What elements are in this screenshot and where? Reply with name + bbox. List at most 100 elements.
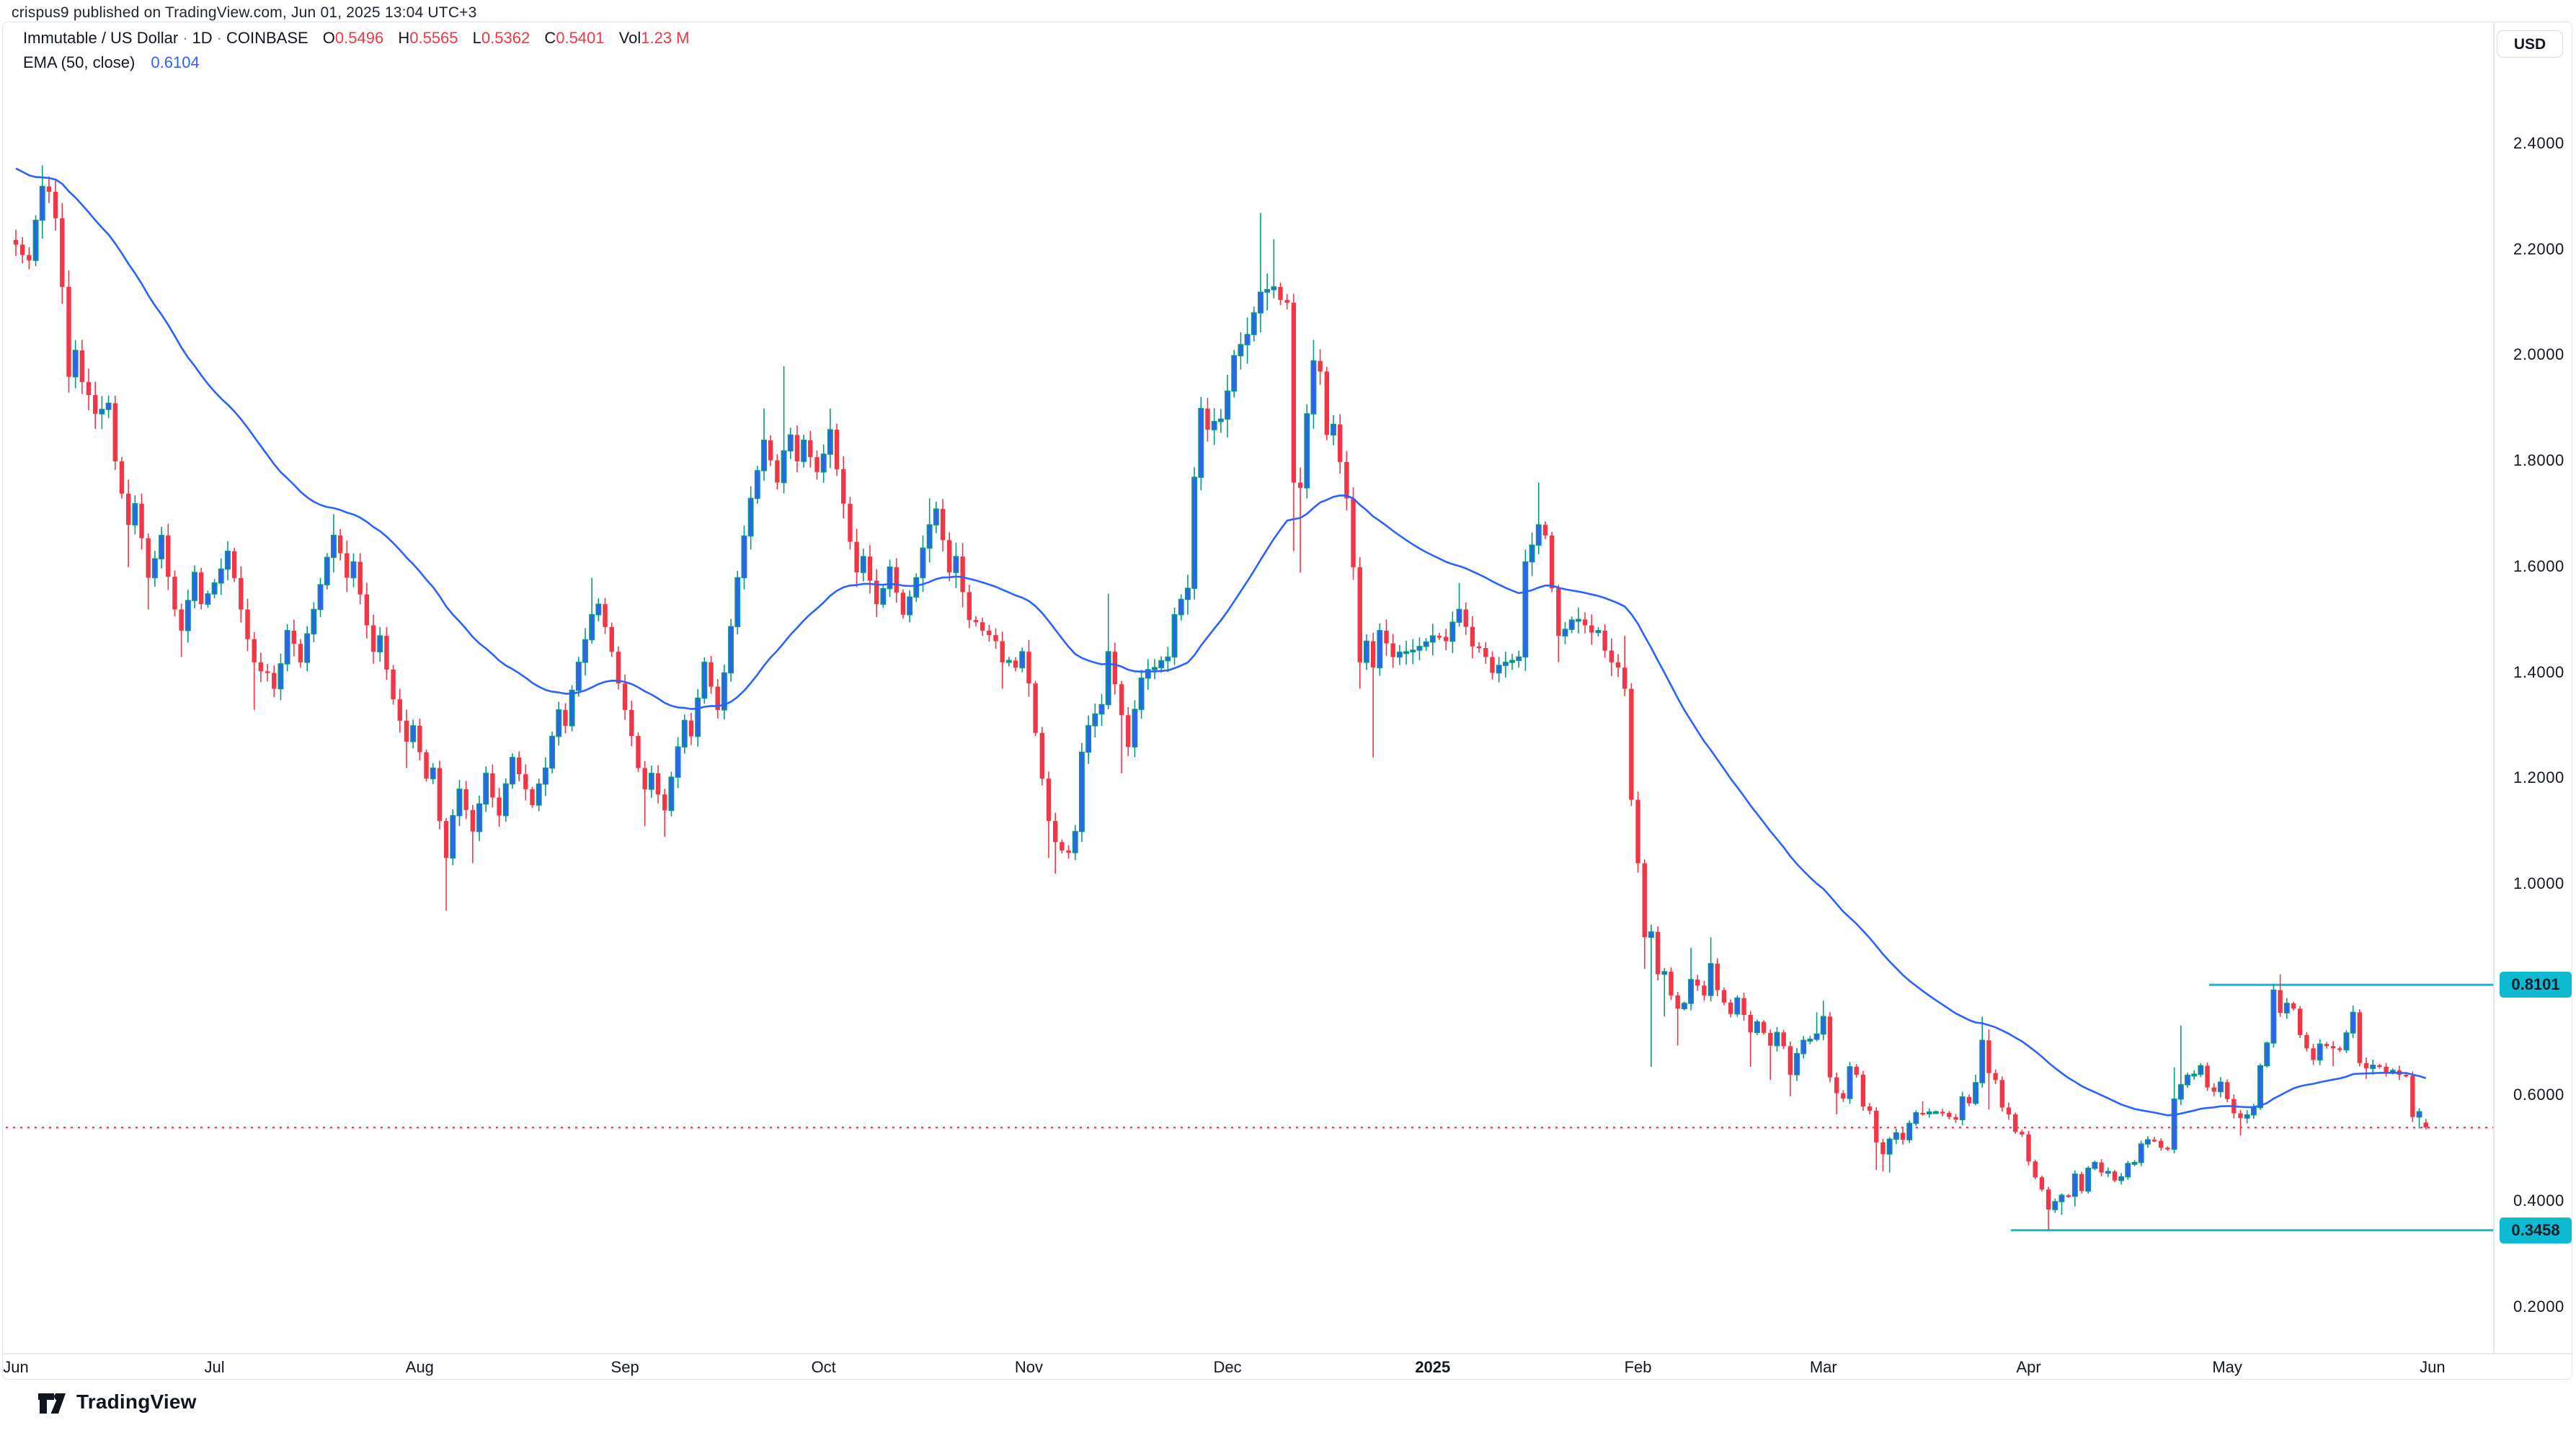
candle[interactable] — [715, 686, 720, 710]
candle[interactable] — [1105, 651, 1111, 706]
candle[interactable] — [1900, 1132, 1906, 1140]
candle[interactable] — [1953, 1117, 1958, 1120]
tradingview-logo[interactable]: TradingView — [37, 1390, 197, 1414]
candle[interactable] — [384, 636, 389, 670]
candle[interactable] — [1278, 287, 1283, 301]
candle[interactable] — [377, 635, 383, 652]
candle[interactable] — [265, 671, 270, 673]
candle[interactable] — [609, 626, 614, 652]
candle[interactable] — [1655, 931, 1661, 975]
candle[interactable] — [93, 395, 98, 414]
candle[interactable] — [1522, 561, 1529, 658]
candle[interactable] — [900, 593, 906, 615]
candle[interactable] — [370, 625, 376, 652]
candle[interactable] — [1384, 630, 1389, 644]
candle[interactable] — [688, 720, 694, 737]
candle[interactable] — [1807, 1039, 1813, 1042]
candle[interactable] — [662, 794, 667, 811]
candle[interactable] — [298, 644, 303, 662]
indicator-name[interactable]: EMA (50, close) — [23, 53, 136, 71]
candle[interactable] — [317, 584, 324, 611]
candle[interactable] — [172, 577, 177, 610]
candle[interactable] — [218, 568, 224, 584]
candle[interactable] — [1959, 1096, 1966, 1121]
candle[interactable] — [345, 553, 350, 578]
candle[interactable] — [1112, 652, 1118, 685]
candle[interactable] — [1271, 286, 1277, 290]
candle[interactable] — [46, 186, 52, 192]
candle[interactable] — [404, 720, 409, 742]
candle[interactable] — [775, 460, 780, 483]
candle[interactable] — [1813, 1033, 1820, 1040]
candle[interactable] — [1231, 355, 1238, 392]
candle[interactable] — [940, 509, 946, 541]
candle[interactable] — [1629, 688, 1634, 800]
candle[interactable] — [437, 768, 443, 821]
candle[interactable] — [1562, 629, 1568, 636]
candle[interactable] — [1688, 979, 1695, 1004]
candle[interactable] — [530, 789, 535, 805]
candle[interactable] — [470, 809, 476, 832]
candle[interactable] — [636, 736, 641, 768]
candle[interactable] — [655, 773, 661, 795]
candle[interactable] — [887, 567, 893, 590]
candle[interactable] — [2410, 1075, 2415, 1117]
candle[interactable] — [2363, 1062, 2369, 1069]
candle[interactable] — [1026, 652, 1031, 684]
candle[interactable] — [99, 409, 105, 414]
candle[interactable] — [2244, 1114, 2250, 1119]
symbol-legend[interactable]: Immutable / US Dollar · 1D · COINBASE O0.549… — [23, 29, 690, 48]
candle[interactable] — [337, 535, 343, 554]
candle[interactable] — [980, 622, 985, 631]
candle[interactable] — [820, 453, 827, 473]
candle[interactable] — [1423, 641, 1429, 647]
candle[interactable] — [1284, 300, 1289, 303]
candle[interactable] — [2185, 1074, 2190, 1086]
candle[interactable] — [2052, 1201, 2058, 1210]
candle[interactable] — [1429, 635, 1436, 643]
candle[interactable] — [1913, 1112, 1919, 1124]
candle[interactable] — [1880, 1142, 1886, 1154]
candle[interactable] — [2330, 1046, 2336, 1049]
candle[interactable] — [1225, 390, 1230, 420]
candle[interactable] — [701, 662, 708, 699]
candle[interactable] — [920, 547, 926, 579]
candle[interactable] — [834, 430, 840, 469]
candle[interactable] — [1906, 1122, 1913, 1140]
candle[interactable] — [1648, 931, 1654, 939]
candle[interactable] — [2357, 1012, 2363, 1063]
candle[interactable] — [2264, 1042, 2270, 1067]
candle[interactable] — [1635, 799, 1640, 864]
candle[interactable] — [1854, 1066, 1859, 1075]
month-tick-label[interactable]: Sep — [610, 1358, 639, 1376]
candle[interactable] — [960, 556, 965, 593]
candle[interactable] — [1463, 609, 1468, 627]
candle[interactable] — [1126, 715, 1131, 747]
candle[interactable] — [603, 604, 608, 627]
candle[interactable] — [1085, 725, 1092, 753]
candle[interactable] — [79, 350, 85, 383]
candle[interactable] — [258, 662, 264, 672]
candle[interactable] — [225, 551, 231, 570]
candle[interactable] — [1184, 587, 1191, 600]
candle[interactable] — [60, 218, 65, 288]
candle[interactable] — [502, 783, 509, 817]
candle[interactable] — [814, 457, 820, 472]
candle[interactable] — [1754, 1021, 1760, 1034]
candle[interactable] — [324, 556, 330, 585]
candle[interactable] — [1669, 971, 1674, 995]
candle[interactable] — [391, 669, 396, 700]
candle[interactable] — [205, 593, 211, 605]
candle[interactable] — [575, 662, 582, 691]
currency-button[interactable]: USD — [2497, 30, 2563, 58]
candle[interactable] — [27, 254, 32, 261]
candle[interactable] — [1728, 1002, 1733, 1014]
candle[interactable] — [1741, 998, 1746, 1016]
candle[interactable] — [1542, 525, 1548, 536]
candle[interactable] — [1999, 1080, 2004, 1108]
candle[interactable] — [1403, 651, 1410, 655]
candle[interactable] — [741, 535, 747, 579]
candle[interactable] — [1748, 1015, 1753, 1033]
candle[interactable] — [125, 493, 131, 525]
candle[interactable] — [569, 689, 575, 727]
